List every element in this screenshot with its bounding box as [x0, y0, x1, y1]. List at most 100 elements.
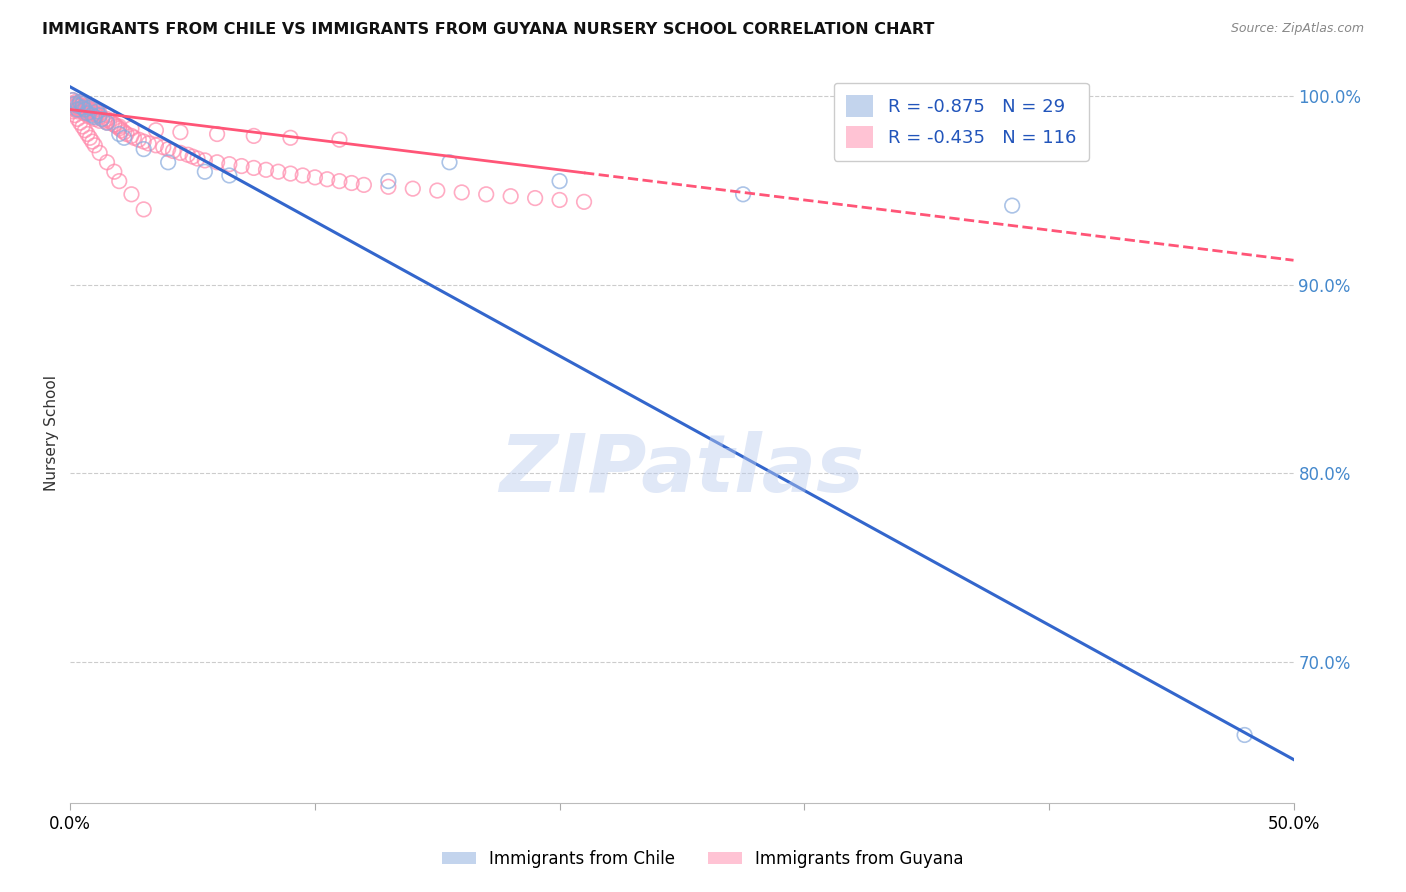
- Point: [499, 189, 522, 203]
- Point: [328, 133, 350, 147]
- Point: [157, 142, 180, 156]
- Point: [112, 125, 135, 139]
- Point: [572, 194, 595, 209]
- Point: [112, 130, 135, 145]
- Point: [439, 155, 461, 169]
- Point: [218, 157, 240, 171]
- Point: [280, 167, 302, 181]
- Point: [181, 150, 204, 164]
- Point: [169, 145, 191, 160]
- Point: [121, 121, 143, 136]
- Point: [82, 108, 104, 122]
- Point: [62, 93, 84, 107]
- Point: [82, 135, 104, 149]
- Point: [96, 108, 118, 122]
- Point: [267, 164, 290, 178]
- Point: [96, 155, 118, 169]
- Y-axis label: Nursery School: Nursery School: [44, 375, 59, 491]
- Point: [76, 106, 98, 120]
- Point: [128, 133, 150, 147]
- Point: [138, 136, 160, 151]
- Text: ZIPatlas: ZIPatlas: [499, 431, 865, 508]
- Point: [177, 147, 200, 161]
- Point: [108, 174, 131, 188]
- Point: [62, 93, 84, 107]
- Point: [83, 103, 105, 117]
- Point: [76, 104, 98, 119]
- Point: [91, 112, 114, 126]
- Point: [69, 95, 91, 109]
- Point: [254, 162, 277, 177]
- Point: [103, 164, 125, 178]
- Point: [105, 120, 128, 134]
- Point: [66, 96, 89, 111]
- Point: [93, 113, 115, 128]
- Point: [145, 123, 167, 137]
- Point: [69, 99, 91, 113]
- Point: [76, 101, 98, 115]
- Point: [548, 193, 571, 207]
- Point: [73, 123, 96, 137]
- Point: [73, 103, 96, 117]
- Point: [103, 118, 125, 132]
- Point: [63, 96, 86, 111]
- Point: [340, 176, 363, 190]
- Point: [205, 155, 228, 169]
- Point: [72, 120, 94, 134]
- Point: [72, 101, 94, 115]
- Point: [205, 127, 228, 141]
- Point: [194, 164, 217, 178]
- Point: [86, 104, 108, 119]
- Point: [83, 138, 105, 153]
- Point: [82, 110, 104, 124]
- Point: [76, 99, 98, 113]
- Point: [291, 169, 314, 183]
- Point: [73, 106, 96, 120]
- Point: [132, 142, 155, 156]
- Point: [108, 121, 131, 136]
- Legend: R = -0.875   N = 29, R = -0.435   N = 116: R = -0.875 N = 29, R = -0.435 N = 116: [834, 83, 1088, 161]
- Point: [72, 96, 94, 111]
- Point: [111, 123, 134, 137]
- Point: [79, 103, 101, 117]
- Point: [72, 101, 94, 115]
- Point: [96, 116, 118, 130]
- Point: [79, 101, 101, 115]
- Point: [157, 155, 180, 169]
- Point: [243, 161, 266, 175]
- Point: [103, 118, 125, 132]
- Point: [89, 145, 111, 160]
- Point: [69, 116, 91, 130]
- Point: [86, 104, 108, 119]
- Point: [98, 113, 121, 128]
- Point: [72, 101, 94, 115]
- Point: [72, 104, 94, 119]
- Point: [69, 103, 91, 117]
- Point: [280, 130, 302, 145]
- Text: IMMIGRANTS FROM CHILE VS IMMIGRANTS FROM GUYANA NURSERY SCHOOL CORRELATION CHART: IMMIGRANTS FROM CHILE VS IMMIGRANTS FROM…: [42, 22, 935, 37]
- Point: [243, 128, 266, 143]
- Point: [63, 96, 86, 111]
- Point: [121, 187, 143, 202]
- Point: [218, 169, 240, 183]
- Point: [62, 104, 84, 119]
- Point: [377, 174, 399, 188]
- Point: [377, 179, 399, 194]
- Point: [353, 178, 375, 192]
- Point: [524, 191, 547, 205]
- Point: [328, 174, 350, 188]
- Point: [186, 152, 208, 166]
- Point: [69, 95, 91, 109]
- Point: [108, 120, 131, 134]
- Point: [76, 127, 98, 141]
- Point: [79, 130, 101, 145]
- Legend: Immigrants from Chile, Immigrants from Guyana: Immigrants from Chile, Immigrants from G…: [436, 844, 970, 875]
- Point: [66, 112, 89, 126]
- Point: [733, 187, 755, 202]
- Point: [73, 103, 96, 117]
- Point: [89, 110, 111, 124]
- Point: [63, 95, 86, 109]
- Point: [1001, 199, 1024, 213]
- Point: [132, 135, 155, 149]
- Point: [132, 202, 155, 217]
